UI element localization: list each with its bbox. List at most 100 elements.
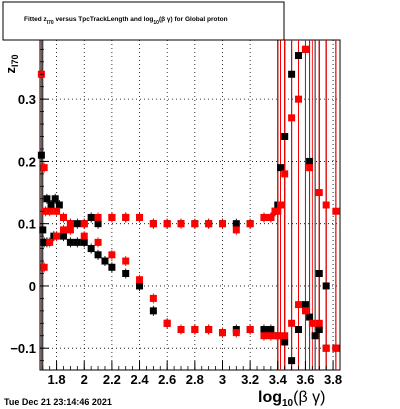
data-point [311,332,319,340]
x-tick-label: 3.2 [241,372,259,387]
data-point [288,70,296,78]
data-point [277,164,285,172]
data-point [87,245,95,253]
timestamp-label: Tue Dec 21 23:14:46 2021 [4,397,112,407]
data-point [267,213,275,221]
data-point [315,319,323,327]
data-point [60,213,68,221]
data-point [108,213,116,221]
data-point [47,201,55,209]
data-point [315,189,323,197]
data-point [281,170,289,178]
data-point [94,220,102,228]
data-point [60,226,68,234]
data-point [267,332,275,340]
data-point [274,332,282,340]
data-point [149,307,157,315]
data-point [306,313,314,321]
data-point [332,207,340,215]
data-point [149,220,157,228]
title-box [2,1,285,41]
x-tick-label: 3 [219,372,226,387]
data-point [232,329,240,337]
data-point [191,220,199,228]
data-point [246,220,254,228]
y-axis-label: zI70 [3,54,20,73]
data-point [267,326,275,334]
data-point [136,276,144,284]
data-points [37,45,340,365]
data-point [205,326,213,334]
data-point [232,220,240,228]
data-point [322,282,330,290]
data-point [301,307,309,315]
data-point [108,251,116,259]
chart-title: Fitted zI70 versus TpcTrackLength and lo… [24,16,228,26]
data-point [232,226,240,234]
data-point [315,326,323,334]
data-point [246,326,254,334]
data-point [205,220,213,228]
x-tick-label: 3.8 [324,372,342,387]
data-point [281,133,289,141]
data-point [53,232,61,240]
data-point [43,195,51,203]
data-point [332,344,340,352]
data-point [101,257,109,265]
data-point [39,226,47,234]
data-point [315,269,323,277]
data-point [288,357,296,365]
data-point [295,52,303,60]
data-point [306,164,314,172]
data-point [281,332,289,340]
data-point [177,326,185,334]
data-point [260,213,268,221]
x-tick-label: 3.6 [296,372,314,387]
data-point [136,282,144,290]
x-tick-label: 2.2 [103,372,121,387]
data-point [163,319,171,327]
data-point [163,220,171,228]
data-point [46,238,54,246]
x-tick-label: 2 [81,372,88,387]
data-point [218,329,226,337]
data-point [191,326,199,334]
data-point [295,95,303,103]
y-tick-label: 0.2 [18,154,36,169]
data-point [149,294,157,302]
y-tick-label: 0 [29,279,36,294]
data-point [53,207,61,215]
data-point [87,213,95,221]
data-point [42,207,50,215]
data-point [122,269,130,277]
x-tick-label: 3.4 [269,372,288,387]
y-tick-label: 0.1 [18,217,36,232]
data-point [260,332,268,340]
data-point [80,232,88,240]
data-point [122,257,130,265]
data-point [66,220,74,228]
data-point [46,207,54,215]
data-point [80,220,88,228]
x-tick-label: 1.8 [48,372,66,387]
y-axis-ticks: −0.1 0 0.1 0.2 0.3 [10,48,49,362]
data-point [51,195,59,203]
data-point [288,319,296,327]
data-point [260,326,268,334]
x-tick-label: 2.8 [186,372,204,387]
x-axis-ticks: 1.8 2 2.2 2.4 2.6 2.8 3 3.2 3.4 3.6 3.8 [42,361,342,387]
data-point [94,213,102,221]
data-point [281,338,289,346]
data-point [322,201,330,209]
data-point [322,344,330,352]
data-point [40,164,48,172]
data-point [308,319,316,327]
data-point [80,238,88,246]
data-point [94,238,102,246]
y-tick-label: 0.3 [18,92,36,107]
data-point [306,157,314,165]
data-point [177,220,185,228]
data-point [288,114,296,122]
data-point [40,263,48,271]
